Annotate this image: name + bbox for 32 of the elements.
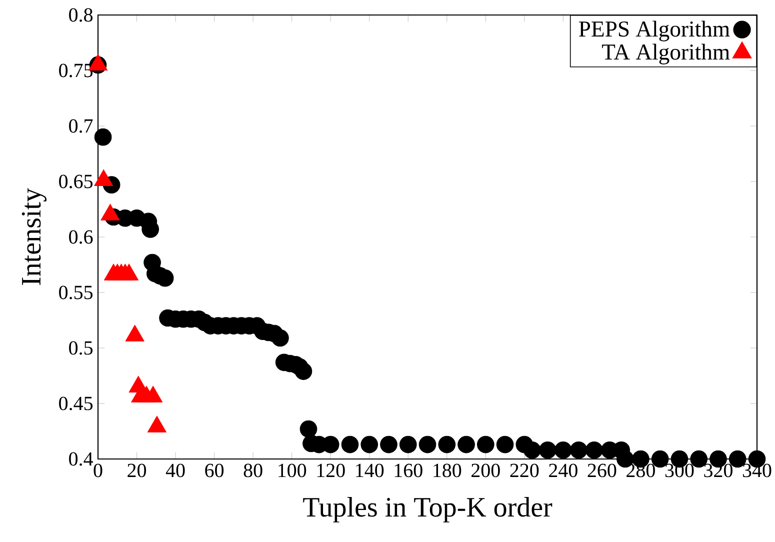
x-tick-label: 140 — [356, 464, 384, 478]
point — [147, 416, 166, 432]
x-tick-label: 40 — [166, 464, 185, 478]
x-tick-label: 80 — [244, 464, 262, 478]
y-tick-label: 0.75 — [59, 64, 93, 78]
y-tick-label: 0.55 — [59, 286, 93, 300]
y-tick-label: 0.8 — [69, 8, 93, 22]
y-tick-label: 0.45 — [59, 396, 93, 410]
y-tick-label: 0.65 — [59, 174, 93, 188]
x-tick-label: 220 — [510, 464, 539, 478]
point — [144, 386, 163, 402]
y-tick-label: 0.5 — [69, 341, 93, 355]
y-tick-label: 0.6 — [69, 230, 93, 244]
x-tick-label: 260 — [588, 464, 616, 478]
x-tick-label: 100 — [278, 464, 306, 478]
point — [100, 204, 120, 220]
y-tick-label: 0.7 — [69, 119, 93, 133]
point — [94, 169, 114, 186]
point — [125, 324, 144, 342]
x-tick-label: 120 — [317, 464, 345, 478]
legend-label: TA Algorithm — [602, 44, 730, 64]
x-tick-label: 60 — [205, 464, 224, 478]
x-tick-label: 160 — [394, 464, 422, 478]
y-axis-title: Intensity — [22, 188, 46, 285]
x-tick-label: 20 — [128, 464, 146, 478]
x-tick-label: 0 — [94, 464, 102, 478]
x-tick-label: 240 — [549, 464, 578, 478]
x-axis-title: Tuples in Top-K order — [303, 497, 552, 522]
y-tick-label: 0.4 — [69, 452, 93, 466]
x-tick-label: 180 — [434, 464, 462, 478]
x-tick-label: 200 — [472, 464, 500, 478]
legend-label: PEPS Algorithm — [579, 20, 730, 42]
